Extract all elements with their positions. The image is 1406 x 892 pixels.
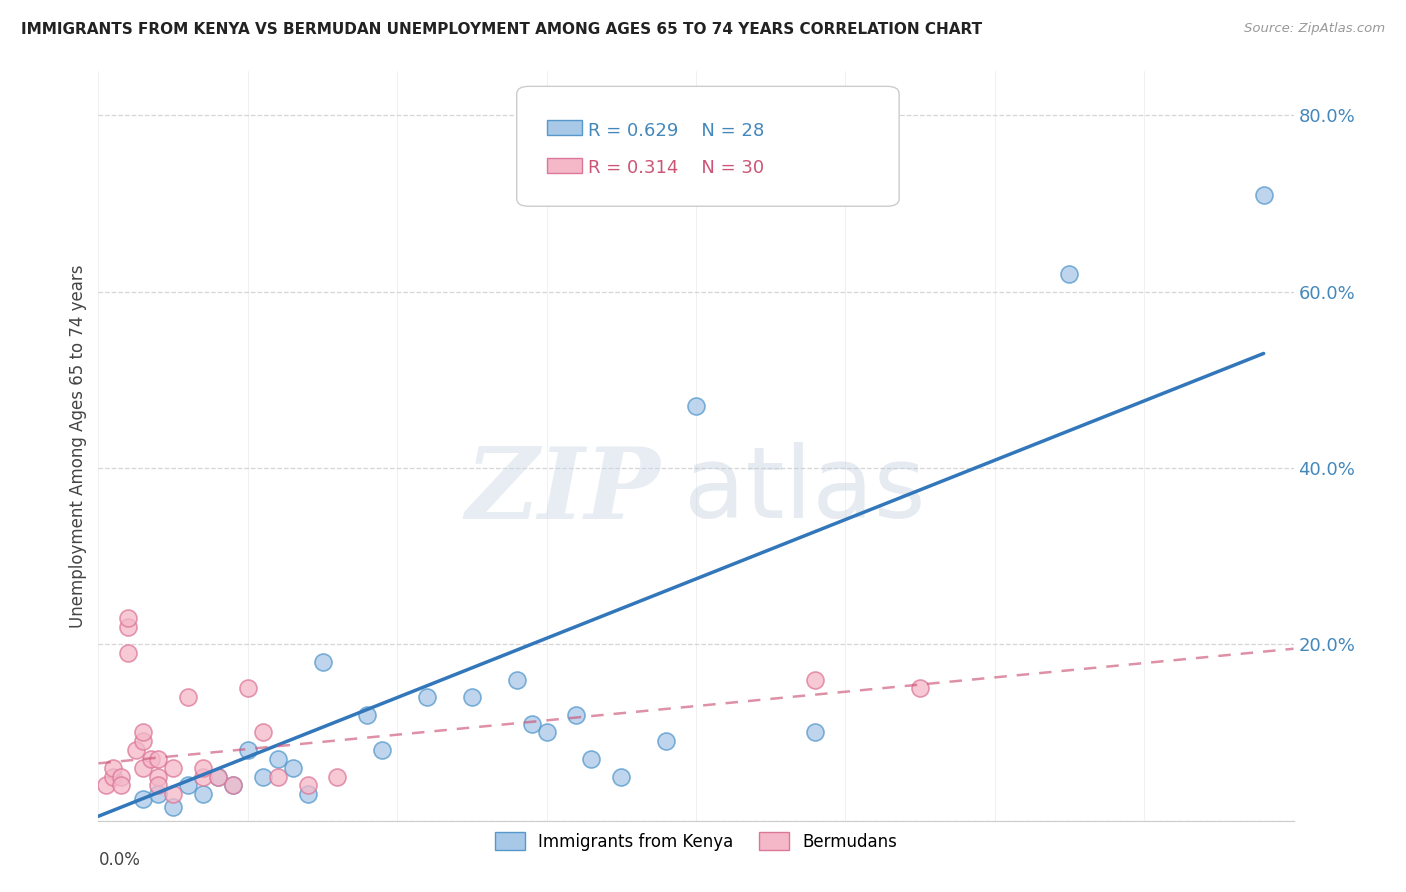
Point: [520, 716, 543, 731]
Point: [191, 761, 214, 775]
Point: [267, 770, 290, 784]
Legend: Immigrants from Kenya, Bermudans: Immigrants from Kenya, Bermudans: [488, 826, 904, 857]
Point: [371, 743, 394, 757]
Point: [177, 690, 200, 705]
Point: [1253, 187, 1275, 202]
Point: [267, 752, 290, 766]
Point: [117, 646, 139, 660]
Point: [125, 743, 148, 757]
Point: [581, 752, 603, 766]
Point: [416, 690, 439, 705]
Point: [252, 725, 274, 739]
Text: 0.0%: 0.0%: [98, 851, 141, 869]
Point: [326, 770, 349, 784]
Y-axis label: Unemployment Among Ages 65 to 74 years: Unemployment Among Ages 65 to 74 years: [69, 264, 87, 628]
Point: [252, 770, 274, 784]
Text: R = 0.314    N = 30: R = 0.314 N = 30: [589, 160, 765, 178]
Point: [207, 770, 229, 784]
Point: [506, 673, 529, 687]
Point: [103, 770, 125, 784]
Point: [132, 761, 155, 775]
Point: [162, 761, 184, 775]
Point: [804, 725, 827, 739]
Point: [655, 734, 678, 748]
Point: [162, 787, 184, 801]
Point: [565, 707, 588, 722]
Point: [117, 611, 139, 625]
Point: [356, 707, 378, 722]
Point: [222, 778, 245, 792]
Point: [148, 778, 170, 792]
Point: [117, 620, 139, 634]
Point: [461, 690, 484, 705]
Text: IMMIGRANTS FROM KENYA VS BERMUDAN UNEMPLOYMENT AMONG AGES 65 TO 74 YEARS CORRELA: IMMIGRANTS FROM KENYA VS BERMUDAN UNEMPL…: [21, 22, 983, 37]
Text: atlas: atlas: [685, 442, 925, 540]
Point: [908, 681, 931, 696]
Point: [297, 778, 319, 792]
Point: [610, 770, 633, 784]
Point: [162, 800, 184, 814]
Point: [191, 770, 214, 784]
Text: Source: ZipAtlas.com: Source: ZipAtlas.com: [1244, 22, 1385, 36]
Point: [297, 787, 319, 801]
Text: ZIP: ZIP: [465, 442, 661, 539]
Point: [110, 770, 132, 784]
Point: [191, 787, 214, 801]
Point: [132, 725, 155, 739]
FancyBboxPatch shape: [547, 158, 582, 172]
FancyBboxPatch shape: [547, 120, 582, 135]
Point: [1059, 267, 1081, 281]
Point: [311, 655, 333, 669]
Point: [207, 770, 229, 784]
Point: [177, 778, 200, 792]
Point: [148, 752, 170, 766]
Point: [110, 778, 132, 792]
Point: [804, 673, 827, 687]
Point: [132, 734, 155, 748]
Point: [236, 743, 259, 757]
Point: [281, 761, 304, 775]
Point: [222, 778, 245, 792]
Point: [236, 681, 259, 696]
Text: R = 0.629    N = 28: R = 0.629 N = 28: [589, 122, 765, 140]
Point: [148, 770, 170, 784]
Point: [685, 400, 707, 414]
Point: [94, 778, 117, 792]
Point: [103, 761, 125, 775]
FancyBboxPatch shape: [517, 87, 900, 206]
Point: [139, 752, 162, 766]
Point: [536, 725, 558, 739]
Point: [148, 787, 170, 801]
Point: [132, 791, 155, 805]
